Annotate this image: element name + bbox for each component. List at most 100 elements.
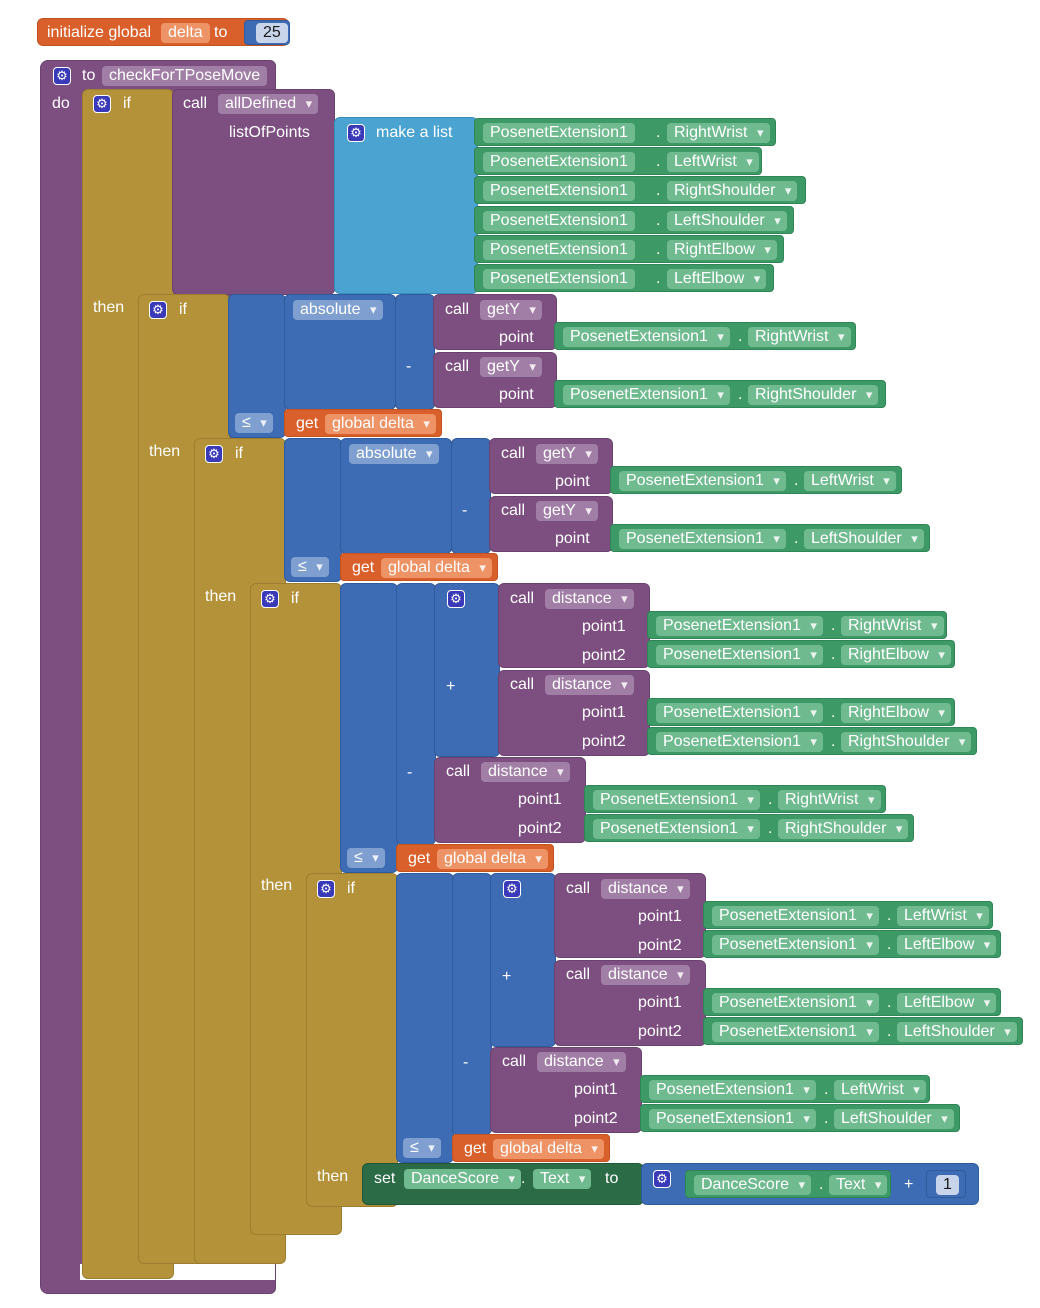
function-dropdown[interactable]: distance: [481, 762, 570, 782]
point-right-elbow[interactable]: PosenetExtension1 . RightElbow: [647, 698, 955, 726]
compare-block[interactable]: ≤: [228, 294, 286, 438]
component-dropdown[interactable]: PosenetExtension1: [712, 993, 879, 1013]
gear-icon[interactable]: ⚙: [261, 590, 279, 608]
point-right-shoulder[interactable]: PosenetExtension1 . RightShoulder: [554, 380, 886, 408]
call-distance-block[interactable]: call distance point1 point2: [498, 583, 650, 668]
function-dropdown[interactable]: distance: [545, 589, 634, 609]
gear-icon[interactable]: ⚙: [347, 124, 365, 142]
keypoint-dropdown[interactable]: RightShoulder: [748, 385, 879, 405]
keypoint-dropdown[interactable]: RightShoulder: [841, 732, 972, 752]
keypoint-dropdown[interactable]: LeftWrist: [667, 152, 759, 172]
list-item-left-elbow[interactable]: PosenetExtension1 . LeftElbow: [474, 264, 774, 292]
component-field[interactable]: PosenetExtension1: [483, 181, 635, 201]
subtract-block[interactable]: -: [452, 873, 492, 1135]
function-dropdown[interactable]: getY: [480, 300, 542, 320]
gear-icon[interactable]: ⚙: [653, 1170, 671, 1188]
function-dropdown[interactable]: distance: [545, 675, 634, 695]
component-dropdown[interactable]: PosenetExtension1: [656, 703, 823, 723]
point-right-shoulder[interactable]: PosenetExtension1 . RightShoulder: [584, 814, 914, 842]
procedure-name-field[interactable]: checkForTPoseMove: [102, 66, 268, 86]
keypoint-dropdown[interactable]: LeftWrist: [897, 906, 989, 926]
component-dropdown[interactable]: PosenetExtension1: [563, 327, 730, 347]
add-block[interactable]: ⚙ +: [434, 583, 500, 757]
call-distance-block[interactable]: call distance point1 point2: [434, 757, 586, 843]
keypoint-dropdown[interactable]: LeftElbow: [897, 993, 997, 1013]
component-field[interactable]: PosenetExtension1: [483, 152, 635, 172]
if-block-5[interactable]: ⚙ if then: [306, 873, 398, 1207]
property-dropdown[interactable]: Text: [829, 1175, 888, 1195]
call-distance-block[interactable]: call distance point1 point2: [490, 1047, 642, 1133]
function-dropdown[interactable]: distance: [601, 879, 690, 899]
point-left-shoulder[interactable]: PosenetExtension1 . LeftShoulder: [703, 1017, 1023, 1045]
list-item-left-shoulder[interactable]: PosenetExtension1 . LeftShoulder: [474, 206, 794, 234]
get-variable-block[interactable]: get global delta: [452, 1134, 610, 1162]
compare-block[interactable]: ≤: [284, 438, 342, 582]
keypoint-dropdown[interactable]: LeftElbow: [667, 269, 767, 289]
point-left-wrist[interactable]: PosenetExtension1 . LeftWrist: [640, 1075, 930, 1103]
make-a-list-block[interactable]: ⚙ make a list: [334, 117, 478, 294]
keypoint-dropdown[interactable]: LeftWrist: [804, 471, 896, 491]
number-block[interactable]: 25: [244, 20, 290, 45]
math-function-dropdown[interactable]: absolute: [349, 444, 439, 464]
keypoint-dropdown[interactable]: LeftWrist: [834, 1080, 926, 1100]
component-dropdown[interactable]: PosenetExtension1: [712, 906, 879, 926]
component-dropdown[interactable]: PosenetExtension1: [649, 1080, 816, 1100]
number-block[interactable]: 1: [926, 1170, 966, 1198]
keypoint-dropdown[interactable]: RightShoulder: [667, 181, 798, 201]
math-function-dropdown[interactable]: absolute: [293, 300, 383, 320]
list-item-right-wrist[interactable]: PosenetExtension1 . RightWrist: [474, 118, 776, 146]
gear-icon[interactable]: ⚙: [447, 590, 465, 608]
component-dropdown[interactable]: PosenetExtension1: [619, 529, 786, 549]
keypoint-dropdown[interactable]: LeftShoulder: [897, 1022, 1017, 1042]
keypoint-dropdown[interactable]: RightWrist: [748, 327, 851, 347]
set-property-block[interactable]: set DanceScore . Text to: [362, 1163, 644, 1205]
component-dropdown[interactable]: PosenetExtension1: [656, 645, 823, 665]
list-item-right-elbow[interactable]: PosenetExtension1 . RightElbow: [474, 235, 784, 263]
gear-icon[interactable]: ⚙: [503, 880, 521, 898]
variable-dropdown[interactable]: global delta: [325, 414, 436, 434]
keypoint-dropdown[interactable]: LeftShoulder: [834, 1109, 954, 1129]
keypoint-dropdown[interactable]: RightElbow: [841, 703, 951, 723]
gear-icon[interactable]: ⚙: [53, 67, 71, 85]
call-gety-block[interactable]: call getY point: [489, 496, 613, 552]
get-property-block[interactable]: DanceScore . Text: [685, 1170, 891, 1198]
call-distance-block[interactable]: call distance point1 point2: [498, 670, 650, 756]
compare-operator-dropdown[interactable]: ≤: [403, 1138, 441, 1158]
component-dropdown[interactable]: PosenetExtension1: [649, 1109, 816, 1129]
keypoint-dropdown[interactable]: RightElbow: [841, 645, 951, 665]
keypoint-dropdown[interactable]: LeftShoulder: [667, 211, 787, 231]
component-dropdown[interactable]: PosenetExtension1: [712, 1022, 879, 1042]
component-dropdown[interactable]: PosenetExtension1: [593, 819, 760, 839]
component-dropdown[interactable]: PosenetExtension1: [593, 790, 760, 810]
point-right-elbow[interactable]: PosenetExtension1 . RightElbow: [647, 640, 955, 668]
gear-icon[interactable]: ⚙: [317, 880, 335, 898]
gear-icon[interactable]: ⚙: [205, 445, 223, 463]
call-gety-block[interactable]: call getY point: [489, 438, 613, 494]
subtract-block[interactable]: -: [451, 438, 491, 554]
call-gety-block[interactable]: call getY point: [433, 294, 557, 350]
property-dropdown[interactable]: Text: [533, 1169, 592, 1189]
function-dropdown[interactable]: distance: [601, 965, 690, 985]
compare-block[interactable]: ≤: [396, 873, 454, 1163]
function-dropdown[interactable]: getY: [480, 357, 542, 377]
variable-dropdown[interactable]: global delta: [437, 849, 548, 869]
function-dropdown[interactable]: allDefined: [218, 94, 319, 114]
function-dropdown[interactable]: getY: [536, 444, 598, 464]
component-dropdown[interactable]: PosenetExtension1: [656, 732, 823, 752]
point-left-elbow[interactable]: PosenetExtension1 . LeftElbow: [703, 930, 1001, 958]
component-dropdown[interactable]: PosenetExtension1: [712, 935, 879, 955]
function-dropdown[interactable]: getY: [536, 501, 598, 521]
keypoint-dropdown[interactable]: LeftShoulder: [804, 529, 924, 549]
compare-block[interactable]: ≤: [340, 583, 398, 873]
gear-icon[interactable]: ⚙: [149, 301, 167, 319]
compare-operator-dropdown[interactable]: ≤: [347, 848, 385, 868]
keypoint-dropdown[interactable]: RightWrist: [778, 790, 881, 810]
number-field[interactable]: 1: [936, 1175, 959, 1195]
call-all-defined-block[interactable]: call allDefined listOfPoints: [172, 89, 335, 295]
point-right-wrist[interactable]: PosenetExtension1 . RightWrist: [584, 785, 886, 813]
compare-operator-dropdown[interactable]: ≤: [291, 557, 329, 577]
subtract-block[interactable]: -: [396, 583, 436, 845]
point-left-wrist[interactable]: PosenetExtension1 . LeftWrist: [610, 466, 902, 494]
get-variable-block[interactable]: get global delta: [284, 409, 442, 437]
component-dropdown[interactable]: PosenetExtension1: [619, 471, 786, 491]
